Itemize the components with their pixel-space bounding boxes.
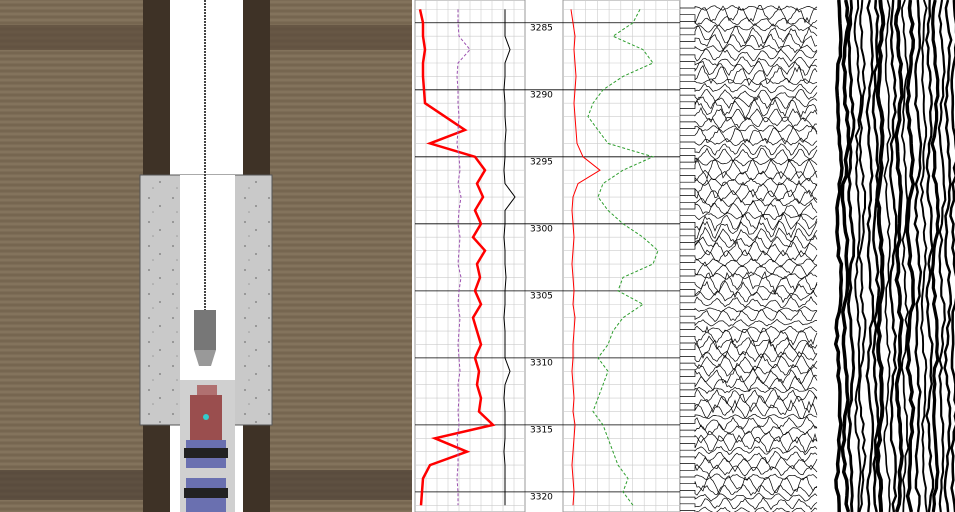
waveform: [680, 474, 817, 480]
waveform: [680, 83, 817, 93]
track-2: [563, 0, 680, 512]
waveform: [680, 368, 817, 383]
waveform: [680, 414, 817, 419]
waveform: [680, 127, 817, 144]
waveform: [680, 44, 817, 53]
waveform: [680, 363, 817, 376]
waveform: [680, 178, 817, 186]
depth-label: 3290: [530, 90, 553, 100]
depth-label: 3315: [530, 425, 553, 435]
waveform: [680, 507, 817, 512]
waveform: [680, 26, 817, 43]
waveform: [680, 108, 817, 122]
depth-label: 3320: [530, 492, 553, 502]
waveform: [680, 319, 817, 326]
depth-label: 3305: [530, 291, 553, 301]
borehole-illustration: [0, 0, 412, 512]
waveform: [680, 17, 817, 26]
waveform: [680, 326, 817, 333]
waveform: [680, 493, 817, 501]
waveform: [680, 424, 817, 435]
waveform: [680, 189, 817, 204]
waveform: [680, 66, 817, 86]
waveform: [680, 34, 817, 50]
waveform: [680, 180, 817, 199]
waveform: [680, 212, 817, 220]
waveform: [680, 200, 817, 217]
waveform: [680, 158, 817, 166]
depth-label: 3300: [530, 224, 553, 234]
waveform: [680, 198, 817, 208]
waveform: [680, 241, 817, 257]
depth-label: 3295: [530, 157, 553, 167]
waveform: [680, 485, 817, 497]
waveform: [680, 498, 817, 510]
waveform: [680, 465, 817, 476]
waveform: [680, 235, 817, 248]
waveform: [680, 24, 817, 32]
depth-label: 3310: [530, 358, 553, 368]
depth-label: 3285: [530, 23, 553, 33]
waveform: [680, 457, 817, 471]
waveform: [680, 434, 817, 452]
waveform: [680, 307, 817, 313]
well-log-view: 3285 3290 3295 3300 3305 3310 3315 3320: [0, 0, 955, 512]
waveform: [680, 227, 817, 244]
